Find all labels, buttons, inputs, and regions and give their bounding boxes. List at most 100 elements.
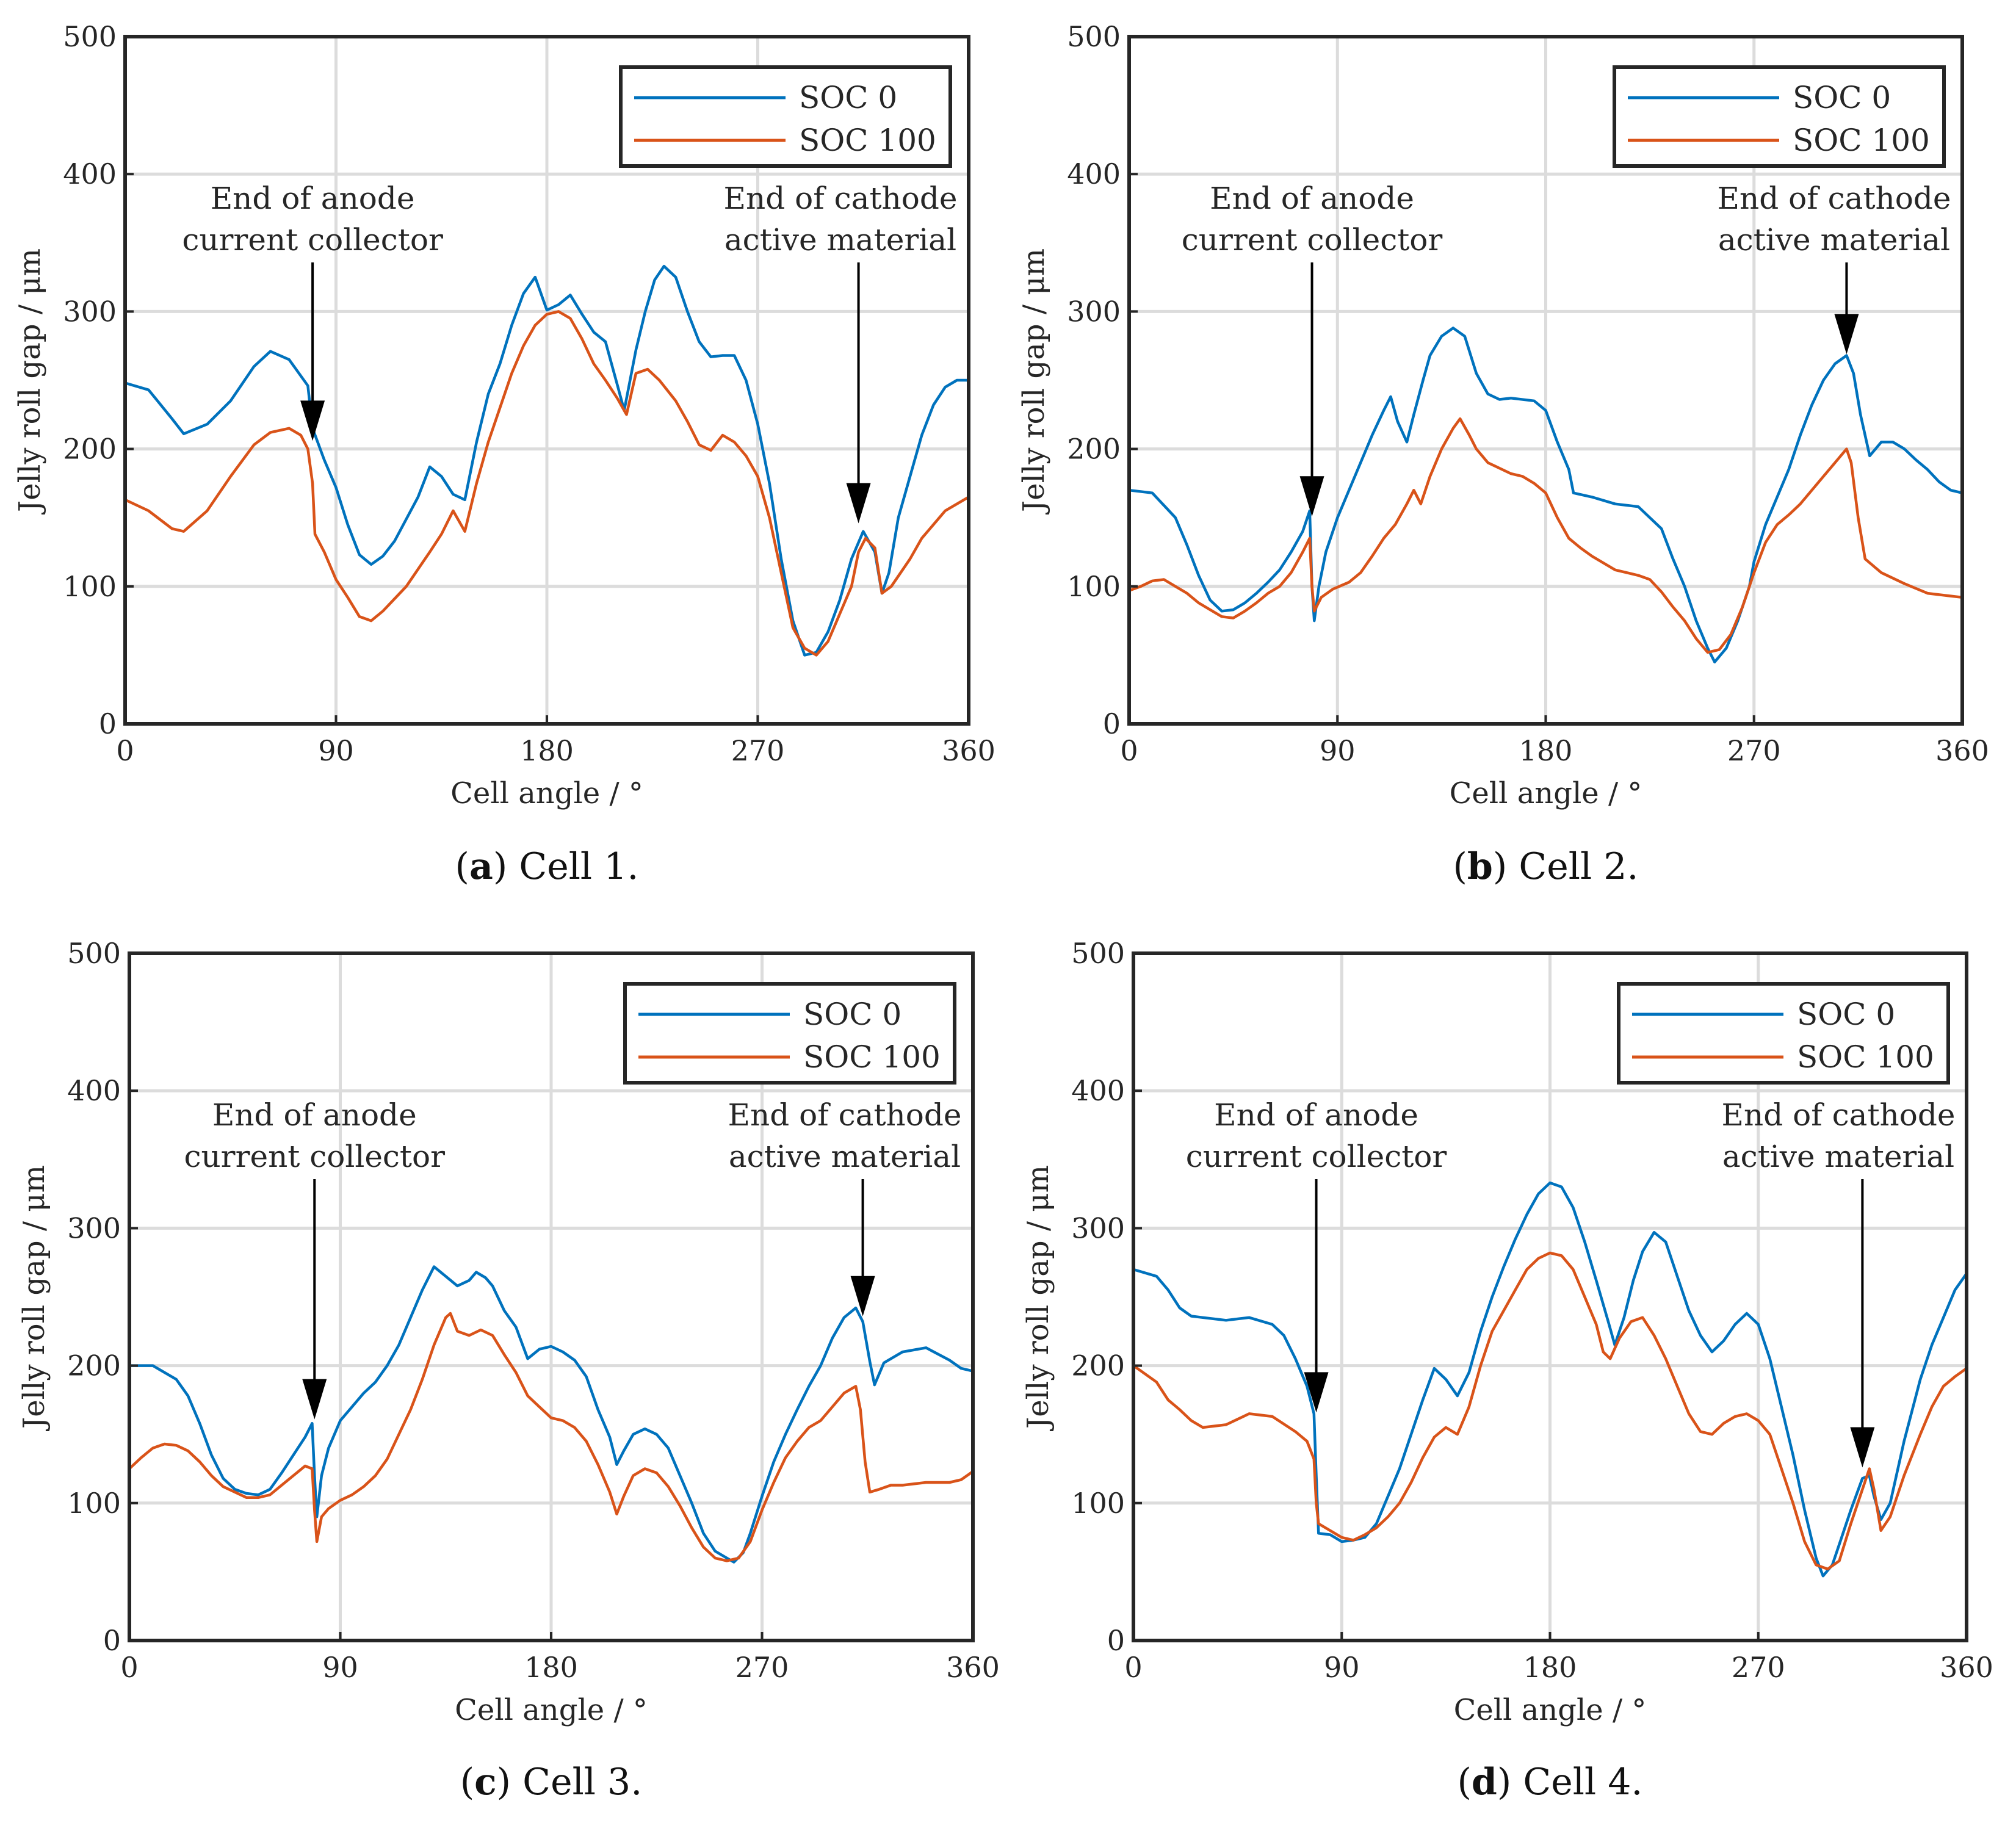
annotation-text-line: End of anode	[1214, 1097, 1418, 1133]
annotation-text-line: End of anode	[1210, 181, 1414, 216]
caption-label: d	[1472, 1761, 1497, 1803]
x-tick-label: 360	[1940, 1651, 1993, 1684]
legend-box	[623, 982, 956, 1085]
x-axis-label: Cell angle / °	[1454, 1693, 1647, 1727]
series-line-soc-0	[1132, 1181, 1968, 1578]
legend-label: SOC 0	[1793, 80, 1891, 115]
y-tick-label: 100	[1067, 570, 1121, 603]
y-tick-label: 300	[67, 1211, 121, 1244]
annotation-arrow-head	[302, 1379, 327, 1420]
x-tick-label: 180	[524, 1651, 578, 1684]
legend-label: SOC 0	[799, 80, 897, 115]
legend-label: SOC 0	[1797, 997, 1895, 1032]
annotation-arrow-head	[1304, 1372, 1329, 1413]
legend: SOC 0 SOC 100	[619, 65, 952, 168]
panel-caption: (b) Cell 2.	[1453, 845, 1639, 888]
annotation-text-line: End of cathode	[1722, 1097, 1956, 1133]
legend: SOC 0 SOC 100	[1617, 982, 1950, 1085]
x-tick-label: 270	[735, 1651, 789, 1684]
x-axis-label: Cell angle / °	[450, 776, 643, 810]
y-tick-label: 0	[1103, 707, 1121, 740]
y-tick-label: 500	[63, 20, 117, 53]
series-line-soc-100	[128, 1312, 975, 1562]
annotation-arrow-head	[1850, 1427, 1875, 1468]
y-axis-label: Jelly roll gap / μm	[1017, 248, 1051, 515]
caption-text: Cell 2.	[1519, 845, 1638, 888]
annotation-arrow-head	[1834, 314, 1859, 355]
y-axis-label: Jelly roll gap / μm	[17, 1165, 51, 1432]
annotation-text-line: End of cathode	[1718, 181, 1951, 216]
annotation-arrow-head	[846, 483, 871, 524]
legend-label: SOC 100	[803, 1039, 941, 1075]
x-tick-label: 90	[1320, 734, 1356, 767]
x-tick-label: 180	[520, 734, 574, 767]
annotation-text-line: End of cathode	[728, 1097, 962, 1133]
annotation-text-line: End of cathode	[724, 181, 958, 216]
y-tick-label: 0	[103, 1624, 121, 1657]
caption-label: b	[1467, 845, 1493, 888]
legend-label: SOC 100	[1797, 1039, 1934, 1075]
series-line-soc-100	[123, 310, 970, 657]
y-tick-label: 200	[1071, 1349, 1125, 1382]
y-tick-label: 300	[1071, 1211, 1125, 1244]
annotation-arrow-head	[1299, 476, 1324, 517]
x-tick-label: 360	[946, 1651, 1000, 1684]
annotation-text-line: End of anode	[211, 181, 415, 216]
chart-panel-a: 0 90 180 270 360 0 100 200 300 400 500 Cell angle /…	[13, 20, 995, 888]
y-tick-label: 400	[1071, 1074, 1125, 1107]
legend-box	[1613, 65, 1946, 168]
chart-panel-d: 0 90 180 270 360 0 100 200 300 400 500 Cell angle /…	[1021, 937, 1993, 1803]
y-axis-label: Jelly roll gap / μm	[13, 248, 47, 515]
legend-label: SOC 100	[799, 123, 936, 158]
y-axis-label: Jelly roll gap / μm	[1021, 1165, 1055, 1432]
series-line-soc-100	[1127, 417, 1964, 654]
legend: SOC 0 SOC 100	[1613, 65, 1946, 168]
annotation-text-line: active material	[1722, 1139, 1954, 1174]
caption-text: Cell 4.	[1523, 1761, 1642, 1803]
series-line-soc-100	[1132, 1251, 1968, 1571]
caption-label: c	[474, 1761, 497, 1803]
x-tick-label: 0	[120, 1651, 138, 1684]
y-tick-label: 100	[63, 570, 117, 603]
annotation-text-line: active material	[724, 222, 956, 258]
y-tick-label: 500	[67, 937, 121, 970]
x-tick-label: 0	[116, 734, 134, 767]
caption-text: Cell 3.	[522, 1761, 642, 1803]
legend-label: SOC 100	[1793, 123, 1930, 158]
chart-panel-c: 0 90 180 270 360 0 100 200 300 400 500 Cell angle /…	[17, 937, 1000, 1803]
y-tick-label: 400	[63, 157, 117, 190]
legend-label: SOC 0	[803, 997, 901, 1032]
x-tick-label: 90	[1324, 1651, 1360, 1684]
y-tick-label: 500	[1071, 937, 1125, 970]
chart-panel-b: 0 90 180 270 360 0 100 200 300 400 500 Cell angle /…	[1017, 20, 1989, 888]
y-tick-label: 100	[1071, 1487, 1125, 1520]
x-tick-label: 360	[942, 734, 995, 767]
y-tick-label: 400	[67, 1074, 121, 1107]
legend: SOC 0 SOC 100	[623, 982, 956, 1085]
annotation-arrow-head	[850, 1276, 875, 1316]
y-tick-label: 500	[1067, 20, 1121, 53]
annotation-text-line: current collector	[184, 1139, 445, 1174]
annotation-text-line: current collector	[1186, 1139, 1447, 1174]
y-tick-label: 0	[99, 707, 117, 740]
y-tick-label: 300	[63, 295, 117, 328]
x-tick-label: 270	[731, 734, 785, 767]
annotation-text-line: current collector	[182, 222, 443, 258]
y-tick-label: 200	[67, 1349, 121, 1382]
annotation-text-line: current collector	[1182, 222, 1443, 258]
panel-caption: (c) Cell 3.	[460, 1761, 643, 1803]
y-tick-label: 200	[1067, 433, 1121, 466]
y-tick-label: 300	[1067, 295, 1121, 328]
caption-text: Cell 1.	[519, 845, 638, 888]
x-tick-label: 360	[1935, 734, 1989, 767]
series-line-soc-0	[123, 264, 970, 657]
annotation-text-line: active material	[1718, 222, 1950, 258]
x-tick-label: 180	[1519, 734, 1573, 767]
series-line-soc-0	[128, 1265, 975, 1564]
legend-box	[1617, 982, 1950, 1085]
x-tick-label: 0	[1124, 1651, 1142, 1684]
y-tick-label: 200	[63, 433, 117, 466]
y-tick-label: 100	[67, 1487, 121, 1520]
y-tick-label: 0	[1107, 1624, 1125, 1657]
